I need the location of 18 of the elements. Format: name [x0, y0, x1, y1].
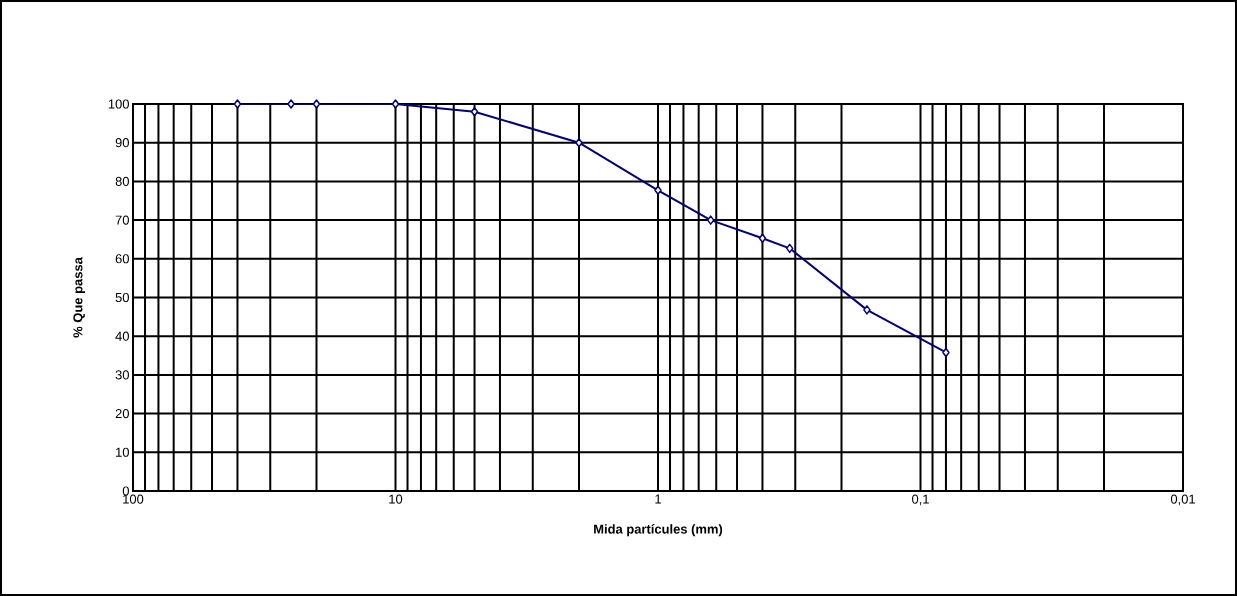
x-tick-label: 100	[123, 494, 144, 504]
x-tick-label: 0,01	[1170, 494, 1195, 506]
y-tick-label: 80	[115, 176, 129, 186]
y-tick-label: 90	[115, 138, 129, 148]
y-tick-label: 10	[116, 447, 129, 457]
x-tick-label: 10	[389, 494, 403, 504]
y-tick-label: 20	[115, 409, 129, 419]
y-tick-label: 60	[115, 254, 129, 264]
y-axis-title: % Que passa	[73, 257, 86, 338]
x-tick-label: 0,1	[912, 494, 929, 506]
x-tick-label: 1	[655, 494, 661, 504]
y-tick-label: 50	[115, 292, 129, 303]
x-axis-title: Mida partícules (mm)	[594, 524, 723, 537]
y-tick-label: 70	[115, 215, 129, 225]
y-tick-label: 30	[115, 370, 129, 380]
y-tick-label: 40	[115, 331, 129, 341]
y-tick-label: 0	[122, 486, 129, 496]
y-tick-label: 100	[108, 99, 129, 109]
